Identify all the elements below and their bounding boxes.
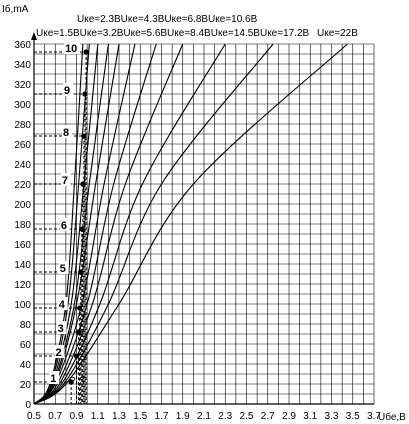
point-label-bg: [64, 41, 81, 54]
x-tick-label: 2.1: [197, 411, 211, 422]
operating-point-label: 4: [59, 299, 66, 311]
point-label-bg: [57, 297, 68, 310]
series-line: [33, 43, 274, 405]
grid: [33, 43, 375, 405]
y-tick-label: 0: [25, 400, 31, 411]
operating-point-label: 10: [65, 43, 77, 55]
series-line: [33, 43, 348, 405]
y-tick-label: 180: [14, 220, 31, 231]
y-tick-label: 160: [14, 240, 31, 251]
operating-point: [73, 353, 80, 359]
operating-point-label: 2: [56, 347, 62, 359]
operating-point-label: 9: [64, 85, 70, 97]
series-line: [33, 43, 120, 405]
y-tick-label: 100: [14, 300, 31, 311]
x-tick-label: 1.9: [176, 411, 190, 422]
x-axis-label: Uбе,B: [378, 411, 406, 423]
x-tick-label: 1.5: [133, 411, 147, 422]
operating-points: 1 2 3 4 5 6 7 8 9 10: [49, 41, 89, 385]
operating-point-label: 5: [60, 263, 66, 275]
y-tick-label: 20: [20, 380, 32, 391]
y-tick-label: 200: [14, 200, 31, 211]
y-tick-label: 220: [14, 180, 31, 191]
operating-point: [79, 226, 85, 232]
curves: [33, 43, 348, 405]
point-label-bg: [54, 345, 65, 358]
operating-point: [77, 305, 83, 311]
x-tick-label: 0.9: [70, 411, 84, 422]
series-line: [33, 43, 90, 405]
operating-point: [76, 329, 82, 335]
y-tick-label: 260: [14, 140, 31, 151]
x-tick-label: 3.7: [367, 411, 381, 422]
point-label-bg: [61, 125, 72, 138]
y-tick-label: 60: [20, 340, 32, 351]
series-line: [33, 43, 184, 405]
point-label-bg: [63, 83, 73, 96]
x-tick-label: 2.3: [218, 411, 232, 422]
operating-point: [68, 379, 74, 385]
operating-point: [82, 91, 88, 97]
operating-point: [78, 269, 84, 275]
x-tick-label: 3.3: [325, 411, 339, 422]
operating-point-guides: [34, 51, 87, 404]
y-axis-label: Iб,mA: [2, 3, 29, 15]
y-tick-label: 120: [14, 280, 31, 291]
y-tick-label: 80: [20, 320, 32, 331]
point-label-bg: [56, 321, 67, 334]
series-line: [33, 43, 84, 405]
x-tick-label: 0.7: [48, 411, 62, 422]
y-tick-label: 140: [14, 260, 31, 271]
x-tick-label: 2.5: [240, 411, 254, 422]
series-line: [33, 43, 226, 405]
x-tick-label: 3.5: [346, 411, 360, 422]
legend-top-row: Uке=2.3BUке=4.3BUке=6.8BUке=10.6B: [77, 14, 258, 25]
point-label-bg: [60, 173, 71, 186]
y-axis-arrow: [31, 32, 37, 40]
x-tick-label: 1.7: [155, 411, 169, 422]
y-tick-label: 300: [14, 100, 31, 111]
y-tick-labels: 0 20 40 60 80 100 120 140 160 180 200 220 240 260 280 3…: [14, 40, 31, 411]
y-tick-label: 320: [14, 80, 31, 91]
operating-point-label: 1: [50, 373, 56, 385]
series-line: [33, 43, 109, 405]
series-line: [33, 43, 99, 405]
y-tick-label: 340: [14, 60, 31, 71]
x-tick-label: 0.5: [27, 411, 41, 422]
x-tick-label: 3.1: [303, 411, 317, 422]
series-line: [33, 43, 136, 405]
operating-point: [81, 133, 87, 139]
operating-point-label: 7: [62, 175, 68, 187]
x-tick-label: 1.1: [91, 411, 105, 422]
y-tick-label: 360: [14, 40, 31, 51]
operating-point: [80, 181, 86, 187]
y-tick-label: 240: [14, 160, 31, 171]
y-tick-label: 40: [20, 360, 32, 371]
operating-point-label: 3: [58, 323, 64, 335]
operating-point-label: 6: [61, 220, 67, 232]
curve-label-t: T: [80, 376, 86, 387]
point-label-bg: [49, 371, 60, 384]
x-tick-label: 1.3: [112, 411, 126, 422]
x-tick-label: 2.7: [261, 411, 275, 422]
point-label-bg: [58, 261, 69, 274]
operating-point-label: 8: [63, 127, 69, 139]
series-line: [33, 43, 157, 405]
operating-point: [83, 49, 89, 55]
y-tick-label: 280: [14, 120, 31, 131]
x-tick-labels: 0.5 0.7 0.9 1.1 1.3 1.5 1.7 1.9 2.1 2.3 2.5 2.7 2.9 3…: [27, 411, 381, 422]
x-tick-label: 2.9: [282, 411, 296, 422]
legend-right-label: Uке=22B: [317, 28, 358, 39]
point-label-bg: [59, 218, 70, 231]
legend-bottom-row: Uке=1.5BUке=3.2BUке=5.6BUке=8.4BUке=14.5…: [36, 28, 310, 39]
curve-label-p: P: [69, 376, 76, 387]
axes: [31, 32, 374, 405]
